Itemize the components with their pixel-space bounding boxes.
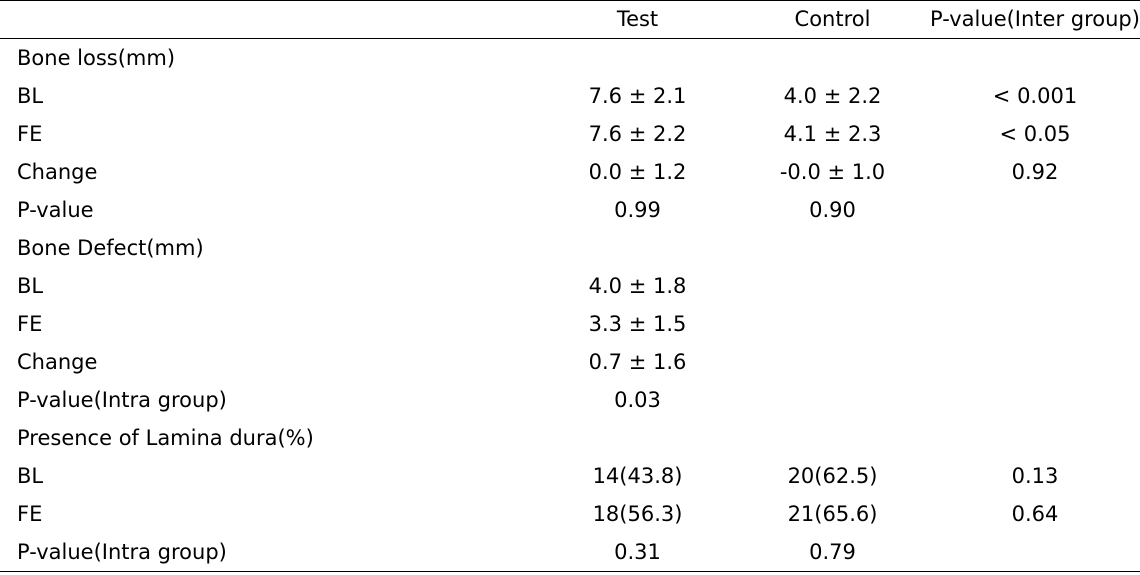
row-label: P-value xyxy=(17,198,94,222)
cell-test: 0.99 xyxy=(614,198,661,222)
cell-test: 7.6 ± 2.1 xyxy=(588,84,687,108)
table-row: BL 7.6 ± 2.1 4.0 ± 2.2 < 0.001 xyxy=(0,77,1140,115)
cell-control xyxy=(735,267,930,305)
table-row: Bone Defect(mm) xyxy=(0,229,1140,267)
cell-test xyxy=(520,419,735,457)
header-cell-test: Test xyxy=(616,7,659,31)
row-label: P-value(Intra group) xyxy=(17,388,227,412)
header-cell-label xyxy=(0,1,520,39)
cell-control xyxy=(735,343,930,381)
cell-test: 0.03 xyxy=(614,388,661,412)
cell-pvalue xyxy=(930,191,1140,229)
table-row: Presence of Lamina dura(%) xyxy=(0,419,1140,457)
cell-control xyxy=(735,381,930,419)
cell-pvalue xyxy=(930,267,1140,305)
cell-test xyxy=(520,229,735,267)
cell-control: -0.0 ± 1.0 xyxy=(779,160,886,184)
cell-test: 0.31 xyxy=(614,540,661,564)
row-label: Bone loss(mm) xyxy=(17,46,176,70)
table-row: FE 3.3 ± 1.5 xyxy=(0,305,1140,343)
row-label: FE xyxy=(17,312,43,336)
cell-control: 21(65.6) xyxy=(787,502,878,526)
table-row: Change 0.7 ± 1.6 xyxy=(0,343,1140,381)
row-label: BL xyxy=(17,464,44,488)
cell-pvalue: < 0.05 xyxy=(999,122,1071,146)
table-row: FE 18(56.3) 21(65.6) 0.64 xyxy=(0,495,1140,533)
table-row: P-value 0.99 0.90 xyxy=(0,191,1140,229)
row-label: P-value(Intra group) xyxy=(17,540,227,564)
cell-test: 3.3 ± 1.5 xyxy=(588,312,687,336)
cell-test: 4.0 ± 1.8 xyxy=(588,274,687,298)
row-label: Change xyxy=(17,350,98,374)
cell-test: 0.7 ± 1.6 xyxy=(588,350,687,374)
table-row: Change 0.0 ± 1.2 -0.0 ± 1.0 0.92 xyxy=(0,153,1140,191)
row-label: Bone Defect(mm) xyxy=(17,236,204,260)
cell-pvalue: 0.92 xyxy=(1011,160,1059,184)
table-row: BL 4.0 ± 1.8 xyxy=(0,267,1140,305)
cell-test xyxy=(520,39,735,78)
cell-pvalue xyxy=(930,305,1140,343)
cell-test: 18(56.3) xyxy=(592,502,683,526)
cell-control: 0.90 xyxy=(809,198,856,222)
row-label: BL xyxy=(17,84,44,108)
row-label: Change xyxy=(17,160,98,184)
row-label: Presence of Lamina dura(%) xyxy=(17,426,314,450)
row-label: FE xyxy=(17,122,43,146)
cell-pvalue xyxy=(930,533,1140,572)
table-row: Bone loss(mm) xyxy=(0,39,1140,78)
cell-control xyxy=(735,229,930,267)
cell-pvalue xyxy=(930,419,1140,457)
cell-pvalue: 0.13 xyxy=(1011,464,1059,488)
header-cell-control: Control xyxy=(794,7,871,31)
cell-test: 14(43.8) xyxy=(592,464,683,488)
cell-pvalue xyxy=(930,381,1140,419)
header-cell-pvalue: P-value(Inter group) xyxy=(930,7,1140,31)
cell-pvalue: 0.64 xyxy=(1011,502,1059,526)
row-label: BL xyxy=(17,274,44,298)
cell-control xyxy=(735,305,930,343)
cell-test: 0.0 ± 1.2 xyxy=(588,160,687,184)
cell-control xyxy=(735,39,930,78)
table-row: P-value(Intra group) 0.31 0.79 xyxy=(0,533,1140,572)
table-header-row: Test Control P-value(Inter group) xyxy=(0,0,1140,39)
cell-control: 0.79 xyxy=(809,540,856,564)
cell-control xyxy=(735,419,930,457)
table-row: FE 7.6 ± 2.2 4.1 ± 2.3 < 0.05 xyxy=(0,115,1140,153)
cell-control: 4.0 ± 2.2 xyxy=(783,84,882,108)
table-row: P-value(Intra group) 0.03 xyxy=(0,381,1140,419)
cell-control: 20(62.5) xyxy=(787,464,878,488)
cell-pvalue xyxy=(930,39,1140,78)
cell-test: 7.6 ± 2.2 xyxy=(588,122,687,146)
table-row: BL 14(43.8) 20(62.5) 0.13 xyxy=(0,457,1140,495)
cell-control: 4.1 ± 2.3 xyxy=(783,122,882,146)
cell-pvalue: < 0.001 xyxy=(992,84,1078,108)
cell-pvalue xyxy=(930,229,1140,267)
row-label: FE xyxy=(17,502,43,526)
cell-pvalue xyxy=(930,343,1140,381)
